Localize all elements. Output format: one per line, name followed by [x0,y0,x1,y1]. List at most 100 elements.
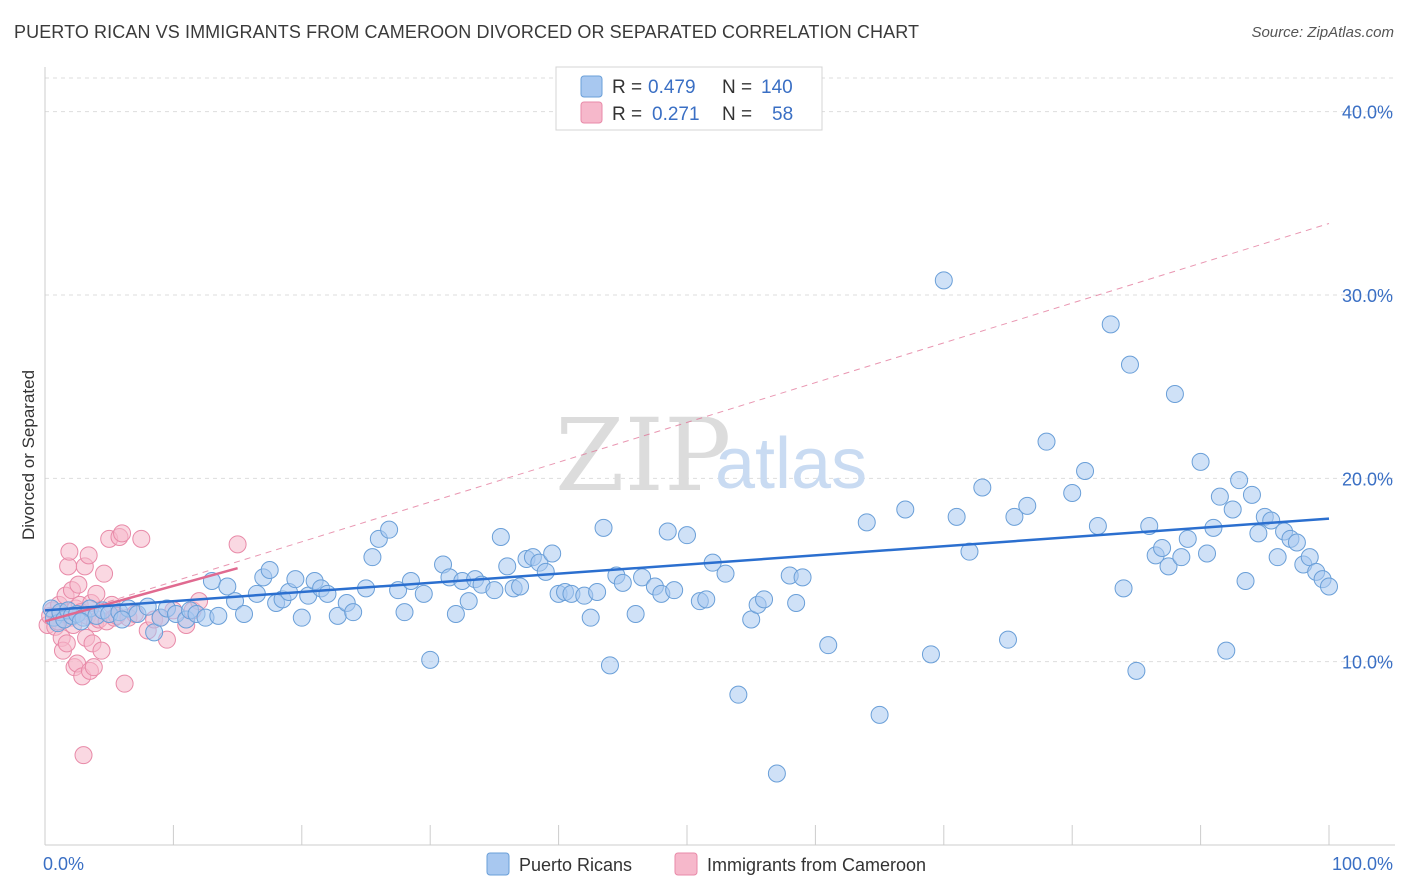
blue-point [1287,533,1306,552]
blue-point [363,548,382,567]
blue-point [870,705,889,724]
blue-point [511,577,530,596]
legend: R = 0.479 N = 140 R = 0.271 N = 58 [555,66,823,131]
blue-point [729,685,748,704]
pink-point [57,634,76,653]
blue-point [1165,385,1184,403]
blue-point [1127,661,1146,680]
blue-point [665,581,684,600]
blue-point [973,478,992,497]
blue-point [286,570,305,589]
blue-point [755,590,774,609]
blue-point [459,592,478,611]
legend-n-label-2: N = [722,104,752,125]
pink-trend-dashed [44,223,1330,622]
blue-point [485,581,504,600]
blue-point [1114,579,1133,598]
blue-point [697,590,716,609]
pink-point [60,542,79,561]
blue-point [1191,452,1210,471]
blue-point [1223,500,1242,519]
pink-series [38,524,247,765]
blue-point [1101,315,1120,334]
blue-point [401,572,420,590]
bottom-legend-swatch-blue [486,852,510,876]
blue-point [1210,487,1229,506]
blue-point [113,610,132,629]
blue-point [209,606,228,625]
y-axis-label: Divorced or Separated [19,370,38,540]
blue-point [491,528,510,546]
bottom-legend-label-blue: Puerto Ricans [519,855,632,875]
blue-point [1018,496,1037,515]
blue-point [999,630,1017,649]
y-tick-label: 40.0% [1342,103,1393,123]
legend-r-value-1: 0.479 [648,77,696,98]
blue-point [1249,524,1268,543]
blue-point [613,573,632,592]
legend-r-label-2: R = [612,104,642,125]
y-tick-labels: 10.0% 20.0% 30.0% 40.0% [1342,103,1393,673]
blue-point [934,271,953,290]
blue-point [1076,462,1095,480]
blue-point [1242,485,1261,504]
watermark: ZIP atlas [555,397,867,514]
blue-point [1005,507,1024,526]
blue-point [1236,572,1255,590]
legend-r-label-1: R = [612,77,642,98]
blue-point [536,562,555,581]
axes [44,67,1395,846]
blue-point [921,645,940,664]
blue-point [446,605,465,623]
blue-point [395,603,414,622]
blue-point [678,526,696,545]
y-tick-label: 20.0% [1342,469,1393,489]
blue-point [1172,548,1191,567]
blue-point [1159,557,1178,576]
blue-point [626,605,645,623]
blue-point [235,605,254,623]
blue-point [1217,641,1236,660]
blue-point [947,507,966,526]
watermark-zip: ZIP [555,397,731,514]
pink-point [95,564,114,583]
blue-series [42,271,1338,783]
pink-point [74,746,93,765]
legend-n-value-2: 58 [772,104,793,125]
blue-point [218,577,237,596]
blue-point [594,518,613,537]
blue-point [1178,529,1197,548]
bottom-legend-swatch-pink [674,852,698,876]
y-tick-label: 30.0% [1342,286,1393,306]
trend-lines [44,223,1330,623]
watermark-atlas: atlas [715,424,867,504]
y-tick-label: 10.0% [1342,653,1393,673]
blue-point [600,656,619,675]
blue-point [1037,432,1056,451]
legend-swatch-blue [580,75,603,98]
blue-point [1120,355,1139,374]
blue-point [318,584,337,603]
legend-r-value-2: 0.271 [652,104,700,125]
x-tick-label-min: 0.0% [43,854,84,874]
blue-point [1088,517,1107,535]
legend-n-value-1: 140 [761,77,793,98]
chart-title: PUERTO RICAN VS IMMIGRANTS FROM CAMEROON… [14,22,920,42]
blue-point [543,544,562,563]
x-tick-labels: 0.0% 100.0% [43,854,1393,874]
pink-point [132,529,151,548]
pink-point [84,658,103,677]
source-label: Source: ZipAtlas.com [1251,24,1394,41]
pink-point [228,535,247,554]
blue-point [380,520,399,539]
blue-point [857,513,876,532]
blue-point [716,564,735,583]
blue-point [414,584,433,603]
blue-point [260,561,279,579]
bottom-legend: Puerto Ricans Immigrants from Cameroon [486,852,926,876]
pink-point [113,524,132,543]
blue-point [292,608,311,627]
blue-point [896,500,915,519]
pink-point [69,575,88,594]
